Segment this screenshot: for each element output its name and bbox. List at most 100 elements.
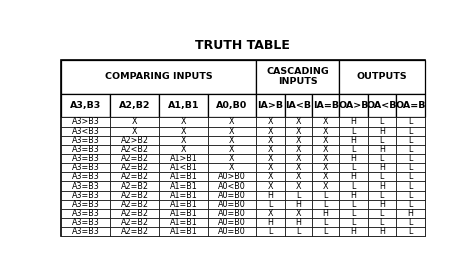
Text: L: L <box>380 191 384 200</box>
Bar <box>61 172 110 181</box>
Text: A1>B1: A1>B1 <box>170 154 197 163</box>
Bar <box>368 227 396 236</box>
Bar <box>255 191 285 200</box>
Bar <box>339 94 368 117</box>
Text: L: L <box>323 200 328 209</box>
Text: H: H <box>379 227 385 236</box>
Text: L: L <box>351 200 356 209</box>
Text: A0>B0: A0>B0 <box>218 172 246 181</box>
Text: L: L <box>408 172 412 181</box>
Bar <box>339 172 368 181</box>
Text: X: X <box>229 136 235 145</box>
Text: L: L <box>380 172 384 181</box>
Text: OA>B: OA>B <box>338 101 369 110</box>
Bar <box>255 136 285 145</box>
Text: X: X <box>296 181 301 191</box>
Text: X: X <box>229 163 235 172</box>
Bar <box>61 227 110 236</box>
Bar <box>255 218 285 227</box>
Bar <box>159 227 208 236</box>
Text: COMPARING INPUTS: COMPARING INPUTS <box>105 72 212 81</box>
Bar <box>339 154 368 163</box>
Text: H: H <box>267 218 273 227</box>
Bar <box>208 154 255 163</box>
Text: H: H <box>379 200 385 209</box>
Bar <box>110 191 159 200</box>
Text: A2=B2: A2=B2 <box>121 191 149 200</box>
Bar <box>339 60 425 94</box>
Bar <box>312 94 339 117</box>
Text: X: X <box>296 154 301 163</box>
Text: X: X <box>132 117 137 126</box>
Text: IA<B: IA<B <box>285 101 311 110</box>
Bar <box>159 218 208 227</box>
Bar <box>396 218 425 227</box>
Text: L: L <box>408 154 412 163</box>
Bar <box>285 136 312 145</box>
Text: X: X <box>267 154 273 163</box>
Bar <box>396 209 425 218</box>
Text: OA<B: OA<B <box>367 101 397 110</box>
Text: X: X <box>296 136 301 145</box>
Text: A3=B3: A3=B3 <box>72 154 100 163</box>
Bar <box>368 209 396 218</box>
Bar <box>396 136 425 145</box>
Text: H: H <box>351 154 356 163</box>
Bar <box>396 145 425 154</box>
Text: X: X <box>267 117 273 126</box>
Text: X: X <box>229 126 235 136</box>
Text: A3=B3: A3=B3 <box>72 163 100 172</box>
Bar <box>255 181 285 191</box>
Bar <box>339 200 368 209</box>
Bar <box>285 154 312 163</box>
Text: A0=B0: A0=B0 <box>218 209 246 218</box>
Text: X: X <box>323 117 328 126</box>
Text: H: H <box>351 136 356 145</box>
Text: TRUTH TABLE: TRUTH TABLE <box>195 39 291 52</box>
Text: L: L <box>268 227 273 236</box>
Bar <box>61 136 110 145</box>
Bar <box>159 200 208 209</box>
Bar <box>312 191 339 200</box>
Bar <box>110 209 159 218</box>
Bar <box>285 191 312 200</box>
Text: X: X <box>267 172 273 181</box>
Bar <box>396 94 425 117</box>
Text: A2=B2: A2=B2 <box>121 218 149 227</box>
Text: X: X <box>296 172 301 181</box>
Text: L: L <box>408 218 412 227</box>
Text: IA=B: IA=B <box>313 101 338 110</box>
Text: A2=B2: A2=B2 <box>121 209 149 218</box>
Text: X: X <box>267 126 273 136</box>
Bar <box>312 126 339 136</box>
Bar <box>285 200 312 209</box>
Bar <box>110 94 159 117</box>
Bar <box>208 181 255 191</box>
Text: A3=B3: A3=B3 <box>72 227 100 236</box>
Text: A0=B0: A0=B0 <box>218 200 246 209</box>
Text: X: X <box>296 209 301 218</box>
Bar <box>312 181 339 191</box>
Text: L: L <box>351 126 356 136</box>
Bar <box>61 218 110 227</box>
Text: A1<B1: A1<B1 <box>170 163 197 172</box>
Text: A3<B3: A3<B3 <box>72 126 100 136</box>
Bar <box>368 126 396 136</box>
Bar <box>255 209 285 218</box>
Bar <box>61 145 110 154</box>
Bar <box>208 126 255 136</box>
Text: H: H <box>408 209 413 218</box>
Text: X: X <box>323 163 328 172</box>
Text: X: X <box>323 181 328 191</box>
Text: L: L <box>351 181 356 191</box>
Text: A1,B1: A1,B1 <box>168 101 199 110</box>
Text: L: L <box>408 126 412 136</box>
Bar <box>61 181 110 191</box>
Text: L: L <box>380 154 384 163</box>
Text: L: L <box>380 218 384 227</box>
Bar <box>339 191 368 200</box>
Bar <box>396 227 425 236</box>
Bar <box>110 126 159 136</box>
Text: X: X <box>323 145 328 154</box>
Bar <box>255 94 285 117</box>
